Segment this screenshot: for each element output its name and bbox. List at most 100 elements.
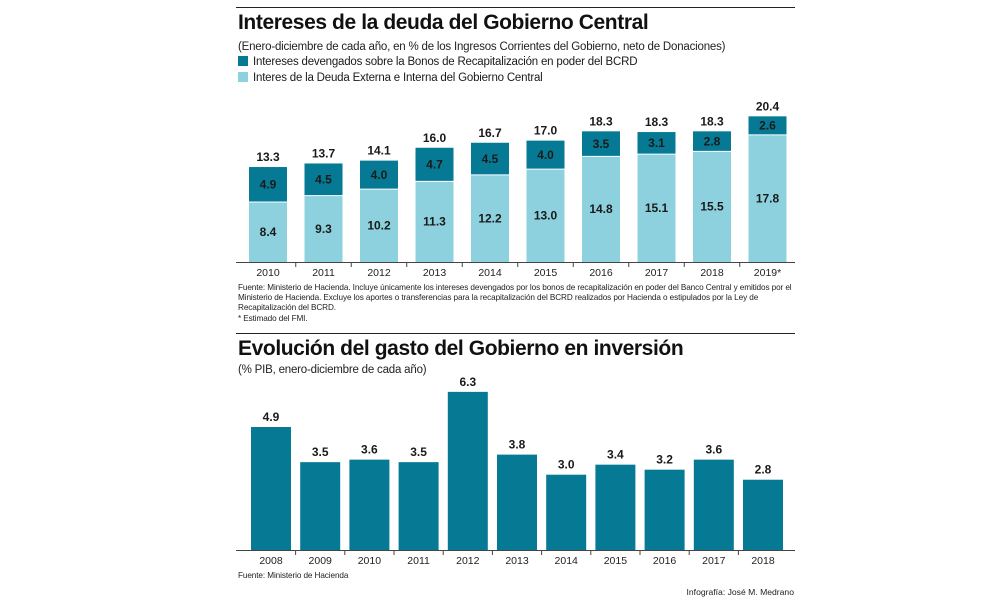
legend-label-deuda: Interes de la Deuda Externa e Interna de… (253, 72, 543, 84)
legend-item-bonos: Intereses devengados sobre la Bonos de R… (238, 56, 638, 72)
label-total-2010: 13.3 (256, 150, 280, 164)
bar-bonos-2017 (637, 132, 676, 155)
tick-2019*: 2019* (754, 267, 781, 279)
chart1-legend: Intereses devengados sobre la Bonos de R… (238, 56, 638, 88)
tick-2014: 2014 (555, 555, 579, 567)
tick-2018: 2018 (700, 267, 724, 279)
label-total-2011: 13.7 (312, 146, 336, 160)
label-total-2012: 14.1 (367, 144, 391, 158)
tick-2011: 2011 (407, 555, 430, 567)
bar-bonos-2013 (415, 147, 454, 182)
tick-2016: 2016 (589, 267, 613, 279)
bar-bonos-2010 (249, 167, 287, 203)
bar-deuda-2010 (249, 202, 287, 262)
label-total-2015: 17.0 (534, 124, 558, 138)
label-inversion-2009: 3.5 (312, 445, 329, 459)
label-deuda-2014: 12.2 (478, 211, 502, 225)
tick-2010: 2010 (358, 555, 382, 567)
label-total-2017: 18.3 (645, 115, 669, 129)
label-bonos-2013: 4.7 (426, 158, 443, 172)
label-inversion-2016: 3.2 (656, 453, 673, 467)
chart2-title: Evolución del gasto del Gobierno en inve… (238, 337, 684, 360)
tick-2011: 2011 (312, 267, 335, 279)
label-inversion-2018: 2.8 (755, 463, 772, 477)
label-total-2014: 16.7 (478, 126, 502, 140)
label-inversion-2014: 3.0 (558, 458, 575, 472)
bar-inversion-2010 (349, 459, 390, 550)
label-inversion-2010: 3.6 (361, 443, 378, 457)
label-bonos-2016: 3.5 (593, 137, 610, 151)
bar-bonos-2019* (748, 116, 787, 135)
label-deuda-2013: 11.3 (423, 215, 446, 229)
label-bonos-2010: 4.9 (260, 178, 277, 192)
label-deuda-2010: 8.4 (260, 225, 277, 239)
bar-inversion-2012 (447, 391, 488, 550)
top-rule (236, 7, 795, 8)
label-bonos-2012: 4.0 (371, 168, 388, 182)
label-total-2019*: 20.4 (756, 99, 780, 113)
bar-deuda-2015 (526, 169, 565, 262)
bar-inversion-2009 (300, 462, 341, 550)
label-bonos-2014: 4.5 (482, 152, 499, 166)
bar-inversion-2014 (546, 474, 587, 550)
label-total-2016: 18.3 (589, 114, 613, 128)
bar-deuda-2013 (415, 181, 454, 262)
tick-2008: 2008 (259, 555, 283, 567)
label-total-2018: 18.3 (700, 114, 724, 128)
chart2-subtitle: (% PIB, enero-diciembre de cada año) (238, 364, 427, 376)
section-divider (236, 333, 795, 334)
label-bonos-2017: 3.1 (648, 136, 665, 150)
bar-bonos-2014 (471, 142, 509, 175)
chart2-source-note: Fuente: Ministerio de Hacienda (238, 571, 349, 580)
tick-2009: 2009 (309, 555, 333, 567)
label-deuda-2018: 15.5 (700, 200, 724, 214)
bar-deuda-2016 (582, 156, 620, 262)
bar-inversion-2018 (743, 479, 783, 550)
label-bonos-2019*: 2.6 (759, 119, 776, 133)
label-deuda-2019*: 17.8 (756, 191, 780, 205)
bar-inversion-2008 (251, 427, 291, 550)
bar-inversion-2017 (693, 459, 734, 550)
bar-deuda-2017 (637, 154, 676, 262)
bar-bonos-2012 (360, 160, 398, 190)
label-deuda-2015: 13.0 (534, 209, 558, 223)
bar-deuda-2012 (360, 189, 398, 262)
bar-deuda-2018 (693, 151, 731, 262)
label-bonos-2018: 2.8 (704, 134, 721, 148)
label-inversion-2008: 4.9 (263, 410, 280, 424)
label-deuda-2011: 9.3 (315, 222, 332, 236)
label-inversion-2017: 3.6 (705, 443, 722, 457)
legend-item-deuda: Interes de la Deuda Externa e Interna de… (238, 72, 637, 88)
label-deuda-2017: 15.1 (645, 201, 669, 215)
label-deuda-2012: 10.2 (367, 219, 391, 233)
label-inversion-2015: 3.4 (607, 448, 624, 462)
label-inversion-2012: 6.3 (459, 375, 476, 389)
bar-bonos-2018 (693, 131, 731, 152)
legend-swatch-light (238, 72, 248, 82)
chart1-subtitle: (Enero-diciembre de cada año, en % de lo… (238, 41, 726, 53)
chart1-title: Intereses de la deuda del Gobierno Centr… (238, 11, 649, 34)
tick-2014: 2014 (478, 267, 502, 279)
bar-bonos-2011 (304, 163, 343, 196)
tick-2012: 2012 (456, 555, 480, 567)
bar-deuda-2014 (471, 174, 509, 262)
tick-2010: 2010 (256, 267, 280, 279)
bar-inversion-2011 (398, 462, 439, 550)
chart1-source-note: Fuente: Ministerio de Hacienda. Incluye … (238, 283, 792, 312)
tick-2016: 2016 (653, 555, 677, 567)
label-bonos-2011: 4.5 (315, 173, 332, 187)
tick-2013: 2013 (505, 555, 529, 567)
bar-bonos-2015 (526, 140, 565, 170)
tick-2012: 2012 (367, 267, 391, 279)
label-bonos-2015: 4.0 (537, 148, 554, 162)
chart1-estimate-note: * Estimado del FMI. (238, 314, 308, 323)
bar-deuda-2019* (748, 134, 787, 262)
tick-2015: 2015 (534, 267, 558, 279)
label-total-2013: 16.0 (423, 131, 447, 145)
infographic-credit: Infografía: José M. Medrano (686, 587, 794, 597)
tick-2017: 2017 (702, 555, 726, 567)
legend-swatch-dark (238, 56, 248, 66)
